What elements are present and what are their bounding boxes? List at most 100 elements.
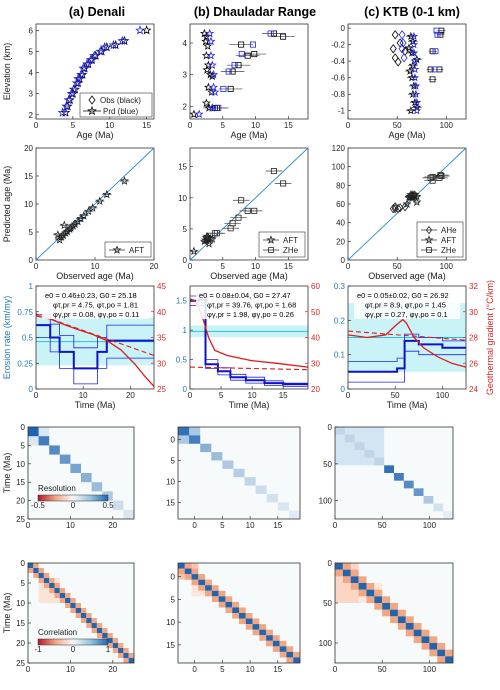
legend: Obs (black) Prd (blue) — [79, 92, 153, 118]
chart-correlation-matrix-ktb: 0 50 100 0 50 100 — [319, 559, 454, 674]
x-tick-label: 100 — [423, 665, 437, 674]
predicted-star-point — [209, 70, 219, 79]
matrix-cell — [70, 598, 76, 603]
chart-erosion-denali: 0 10 20 Time (Ma) 0 0.25 0.5 0.75 1 25 30 35 40 45 Ero… — [2, 282, 166, 410]
matrix-cell — [350, 576, 359, 583]
legend-box — [104, 241, 152, 258]
matrix-cell — [189, 435, 201, 444]
matrix-cell — [75, 608, 81, 613]
y-tick-label: 5 — [29, 47, 34, 56]
y-tick-label: 0 — [171, 436, 176, 445]
axes-frame — [347, 23, 467, 120]
square-point — [429, 173, 436, 180]
y-tick-label: 0 — [341, 385, 346, 394]
matrix-cell — [102, 628, 108, 633]
matrix-cell — [49, 578, 55, 583]
observed-diamond-point — [391, 53, 399, 63]
x-tick-label: 5 — [220, 665, 225, 674]
observed-star-point — [404, 43, 414, 52]
matrix-cell — [382, 609, 391, 617]
y-tick-label: 25 — [16, 515, 25, 524]
x-axis-label: Time (Ma) — [387, 400, 428, 410]
legend-star-icon — [112, 245, 122, 254]
matrix-cell — [112, 638, 119, 643]
y-right-tick-label: 28 — [469, 334, 478, 343]
erosion-mean-line — [348, 339, 466, 373]
x-tick-label: 5 — [221, 121, 226, 130]
observed-star-point — [408, 60, 418, 70]
matrix-cell — [118, 653, 124, 658]
matrix-cell — [259, 629, 267, 636]
matrix-cell — [59, 454, 71, 464]
matrix-cell — [293, 651, 300, 658]
y-tick-label: 0 — [29, 385, 34, 394]
y-tick-label: -1 — [338, 107, 346, 116]
x-tick-label: 15 — [273, 665, 282, 674]
y-tick-label: 20 — [24, 144, 33, 153]
chart-correlation-matrix-denali: 0 10 20 0 5 10 15 20 25 Time (Ma) Correlation -1 0 1 — [2, 559, 135, 674]
predicted-star-point — [412, 106, 422, 115]
matrix-cell — [403, 480, 414, 489]
y-axis-label: Predicted age (Ma) — [2, 166, 12, 243]
star-point — [402, 199, 412, 208]
column-title-denali: (a) Denali — [69, 5, 125, 19]
y-tick-label: 0 — [328, 423, 333, 432]
legend-star-icon — [266, 235, 276, 244]
y-tick-label: 25 — [16, 659, 25, 668]
y-tick-label: 2 — [183, 102, 188, 111]
y-right-tick-label: 45 — [157, 282, 166, 291]
matrix-cell — [128, 653, 134, 658]
matrix-cell — [437, 643, 446, 650]
matrix-cell — [112, 643, 119, 648]
erosion-lower-line — [36, 337, 154, 385]
matrix-cell — [75, 613, 81, 618]
y-tick-label: 15 — [24, 172, 33, 181]
annotation-line: φγ,pr = 1.98, φγ,po = 0.26 — [207, 310, 294, 319]
matrix-cell — [335, 427, 345, 435]
y-tick-label: 4 — [183, 39, 188, 48]
star-point — [406, 190, 416, 199]
x-tick-label: 10 — [251, 262, 260, 271]
x-tick-label: 0 — [34, 391, 39, 400]
y-axis-label-left: Erosion rate (km/my) — [2, 296, 12, 380]
predicted-star-point — [206, 51, 216, 60]
predicted-star-point — [409, 31, 419, 41]
annotation-line: e0 = 0.46±0.23, G0 = 25.18 — [45, 291, 137, 300]
matrix-cell — [81, 608, 87, 613]
matrix-cell — [232, 607, 239, 613]
matrix-cell — [433, 503, 444, 512]
predicted-diamond-point — [398, 30, 406, 40]
matrix-cell — [128, 658, 134, 663]
star-point — [189, 246, 199, 256]
matrix-cell — [255, 485, 267, 494]
matrix-cell — [28, 563, 34, 568]
y-tick-label: -0.6 — [331, 74, 345, 83]
observed-star-point — [203, 41, 213, 51]
y-tick-label: 0.1 — [334, 351, 346, 360]
y-tick-label: 3 — [183, 71, 188, 80]
matrix-cell — [286, 651, 294, 658]
y-tick-label: 0.5 — [176, 356, 188, 365]
y-tick-label: 15 — [166, 498, 175, 507]
matrix-cell — [429, 643, 438, 650]
geotherm-prior-line — [189, 366, 309, 371]
annotation-line: φτ,pr = 8.9, φτ,po = 1.45 — [365, 301, 446, 310]
matrix-cell — [382, 596, 391, 603]
observed-star-point — [201, 98, 211, 108]
diamond-point — [389, 204, 397, 214]
x-tick-label: 100 — [440, 121, 454, 130]
matrix-cell — [390, 616, 398, 623]
annotation-line: φγ,pr = 0.08, φγ,po = 0.11 — [53, 310, 139, 319]
predicted-star-point — [117, 35, 128, 45]
square-point — [235, 214, 242, 221]
matrix-cell — [70, 603, 76, 608]
matrix-cell — [437, 649, 446, 657]
annotation-line: e0 = 0.08±0.04, G0 = 27.47 — [199, 291, 291, 300]
x-tick-label: 0 — [346, 121, 351, 130]
x-tick-label: 20 — [108, 665, 117, 674]
matrix-cell — [272, 635, 280, 641]
matrix-cell — [259, 624, 267, 630]
predicted-star-point — [76, 69, 86, 79]
